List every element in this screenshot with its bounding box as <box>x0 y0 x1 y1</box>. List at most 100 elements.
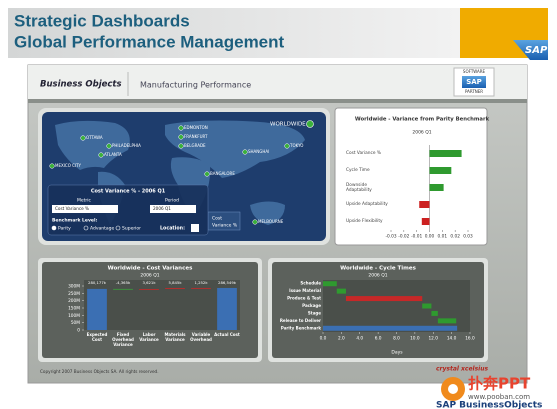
partner-top: SOFTWARE <box>463 69 486 74</box>
value-label: 1,252k <box>194 280 208 285</box>
cycle-title: Worldwide - Cycle Times <box>340 266 416 272</box>
city-marker[interactable] <box>284 143 290 149</box>
category-wrap: Downside Adaptability <box>346 182 372 193</box>
map-label: WORLDWIDE <box>270 122 306 128</box>
city-marker[interactable] <box>178 134 184 140</box>
city-marker[interactable] <box>98 152 104 158</box>
city-label: SHANGHAI <box>248 149 269 154</box>
radio[interactable] <box>83 225 89 231</box>
plot-area <box>323 280 470 332</box>
period-label: Period <box>165 198 179 204</box>
partner-bottom: PARTNER <box>465 89 483 94</box>
location-button[interactable] <box>191 224 199 232</box>
parity-panel <box>334 107 488 246</box>
x-tick-label: Variable Overhead <box>190 332 212 342</box>
city-marker[interactable] <box>49 163 55 169</box>
city-label: ATLANTA <box>104 152 122 157</box>
city-label: TOKYO <box>289 143 303 148</box>
category-label: Upside Flexibility <box>346 219 383 224</box>
category-wrap: Materials Variance <box>164 332 185 342</box>
partner-logo: SAP <box>466 78 482 86</box>
category-wrap: Upside Adaptability <box>346 202 388 207</box>
city-marker[interactable] <box>242 149 248 155</box>
app-title: Manufacturing Performance <box>140 81 251 90</box>
metric-select[interactable] <box>52 205 118 213</box>
city-marker[interactable] <box>252 219 258 225</box>
city-marker[interactable] <box>80 135 86 141</box>
bar <box>323 325 458 331</box>
location-label: Location: <box>160 226 185 232</box>
category-label: Parity Benchmark <box>281 325 321 330</box>
x-tick-label: 4.0 <box>356 336 363 342</box>
bar <box>431 310 438 316</box>
header-title: Strategic Dashboards <box>14 11 190 30</box>
x-tick-label: 2.0 <box>338 336 345 342</box>
radio[interactable] <box>115 225 121 231</box>
category-wrap: Labor Variance <box>139 332 159 342</box>
period-select[interactable] <box>150 205 196 213</box>
x-tick-label: 12.0 <box>428 336 438 342</box>
bar <box>113 288 133 290</box>
bar <box>336 288 346 294</box>
x-tick-label: Actual Cost <box>214 332 240 337</box>
city-label: BELGRADE <box>184 143 206 148</box>
app-bar-rule <box>28 99 527 103</box>
x-tick-label: 0.0 <box>320 336 327 342</box>
product-logo: crystal xcelsius <box>436 366 489 373</box>
category-wrap: Expected Cost <box>87 332 108 342</box>
bar <box>422 303 432 309</box>
city-label: BANGALORE <box>210 171 235 176</box>
bar <box>345 296 423 302</box>
value-label: -4,365k <box>116 280 131 285</box>
worldwide-button[interactable] <box>306 120 314 128</box>
cycle-subtitle: 2006 Q1 <box>368 273 387 279</box>
bar <box>429 167 452 174</box>
city-marker[interactable] <box>178 143 184 149</box>
benchmark-label: Benchmark Level: <box>52 218 98 224</box>
x-tick-label: 8.0 <box>393 336 400 342</box>
radio-label: Parity <box>58 226 71 232</box>
radio-label: Advantage <box>90 226 115 232</box>
category-wrap: Cycle Time <box>346 168 370 173</box>
radio[interactable] <box>51 225 57 231</box>
plot-area <box>84 280 240 330</box>
control-panel <box>47 184 209 236</box>
bar <box>421 218 430 225</box>
city-marker[interactable] <box>204 171 210 177</box>
y-tick-label: 50M <box>71 320 80 326</box>
sap-logo-text: SAP <box>525 45 548 56</box>
value-label: 286,549k <box>218 280 237 285</box>
city-marker[interactable] <box>178 125 184 131</box>
value-label: 280,177k <box>88 280 107 285</box>
category-label: Cycle Time <box>346 168 370 173</box>
watermark-brand: SAP BusinessObjects <box>436 401 542 409</box>
city-label: MEXICO CITY <box>55 163 82 168</box>
watermark-url: www.pooban.com <box>468 393 530 401</box>
tooltip-line: Variance % <box>212 223 238 229</box>
x-tick-label: 0.00 <box>425 234 435 240</box>
sap-logo <box>513 40 548 60</box>
x-tick-label: 16.0 <box>465 336 475 342</box>
bar <box>87 288 107 330</box>
x-tick-label: Labor Variance <box>139 332 159 342</box>
watermark: 扑奔PPT <box>468 375 531 393</box>
y-tick-label: 150M <box>68 306 80 312</box>
city-label: FRANKFURT <box>184 134 208 139</box>
city-label: OTTAWA <box>86 135 103 140</box>
bar <box>419 201 430 208</box>
category-label: Schedule <box>300 281 321 286</box>
city-marker[interactable] <box>106 143 112 149</box>
x-tick-label: 6.0 <box>375 336 382 342</box>
category-wrap: Variable Overhead <box>190 332 212 342</box>
bar <box>429 184 444 191</box>
category-label: Upside Adaptability <box>346 202 388 207</box>
category-label: Release to Deliver <box>280 318 321 323</box>
y-tick-label: 250M <box>68 291 80 297</box>
cycle-x-label: Days <box>391 350 403 356</box>
city-label: EDMONTON <box>184 125 208 130</box>
category-label: Downside Adaptability <box>346 182 372 193</box>
watermark-icon-center <box>448 384 458 394</box>
category-label: Produce & Test <box>287 296 321 301</box>
metric-value: Cost Variance % <box>55 206 89 211</box>
